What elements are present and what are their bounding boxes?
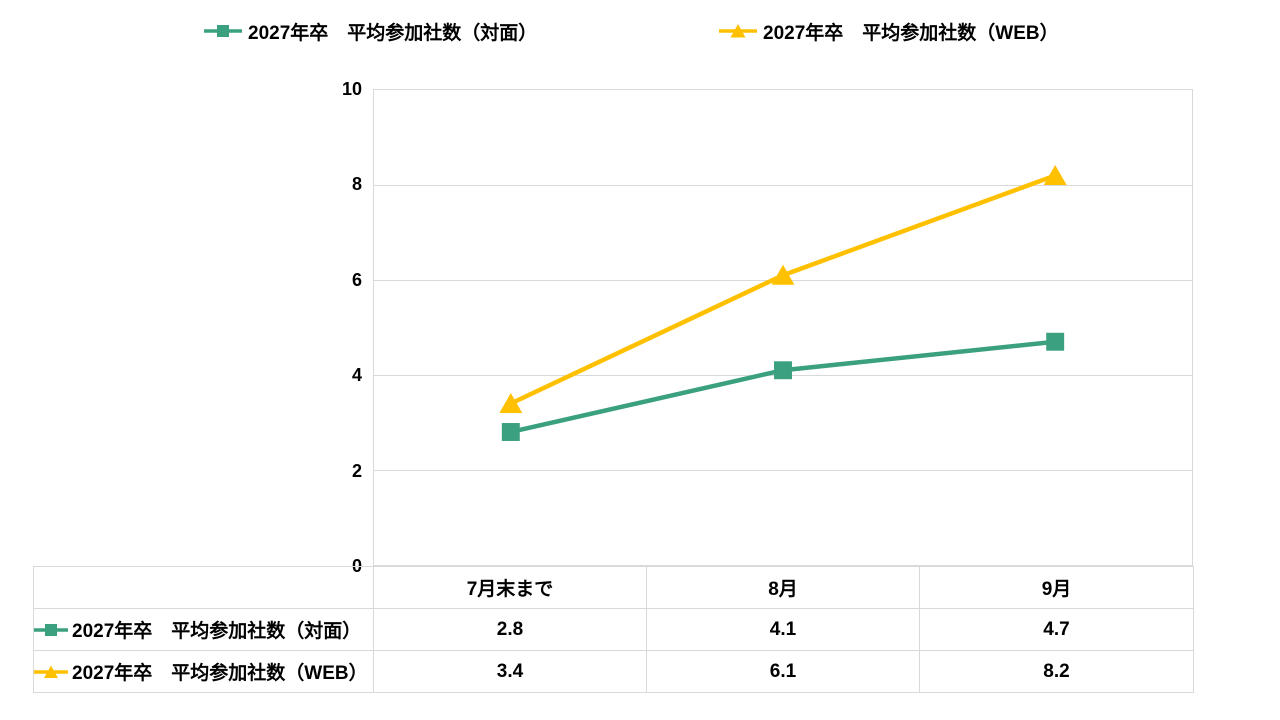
table-key-square-icon [34, 623, 68, 636]
legend-entry-web: 2027年卒 平均参加社数（WEB） [719, 17, 1059, 45]
x-category-cell: 7月末まで [373, 566, 647, 609]
series-name-taimen: 2027年卒 平均参加社数（対面） [72, 621, 362, 642]
table-blank-cell [33, 566, 374, 609]
gridline [374, 470, 1192, 471]
series-lines [499, 165, 1067, 441]
series-label-cell: 2027年卒 平均参加社数（対面） [33, 608, 374, 651]
legend-label-taimen: 2027年卒 平均参加社数（対面） [248, 22, 538, 44]
value-cell: 8.2 [919, 650, 1194, 693]
x-category-cell: 8月 [646, 566, 920, 609]
table-row-taimen: 2027年卒 平均参加社数（対面） 2.8 4.1 4.7 [33, 608, 1194, 651]
y-tick-label: 10 [341, 79, 362, 99]
y-tick-label: 8 [351, 174, 362, 194]
value-cell: 4.7 [919, 608, 1194, 651]
y-tick-label: 6 [351, 270, 362, 290]
value-cell: 2.8 [373, 608, 647, 651]
value-cell: 3.4 [373, 650, 647, 693]
legend-label-web: 2027年卒 平均参加社数（WEB） [763, 22, 1059, 44]
series-label-cell: 2027年卒 平均参加社数（WEB） [33, 650, 374, 693]
y-tick-label: 2 [351, 461, 362, 481]
legend-key-square-icon [204, 25, 242, 37]
table-header-row: 7月末まで 8月 9月 [33, 566, 1194, 609]
gridline [374, 185, 1192, 186]
table-key-triangle-icon [34, 665, 68, 678]
plot-area [373, 89, 1193, 566]
y-tick-label: 4 [351, 365, 362, 385]
value-cell: 6.1 [646, 650, 920, 693]
series-name-web: 2027年卒 平均参加社数（WEB） [72, 663, 368, 684]
data-table: 7月末まで 8月 9月 2027年卒 平均参加社数（対面） 2.8 4.1 4.… [33, 566, 1194, 693]
legend-entry-taimen: 2027年卒 平均参加社数（対面） [204, 17, 537, 45]
value-cell: 4.1 [646, 608, 920, 651]
x-category-cell: 9月 [919, 566, 1194, 609]
legend-key-triangle-icon [719, 24, 757, 38]
table-row-web: 2027年卒 平均参加社数（WEB） 3.4 6.1 8.2 [33, 650, 1194, 693]
